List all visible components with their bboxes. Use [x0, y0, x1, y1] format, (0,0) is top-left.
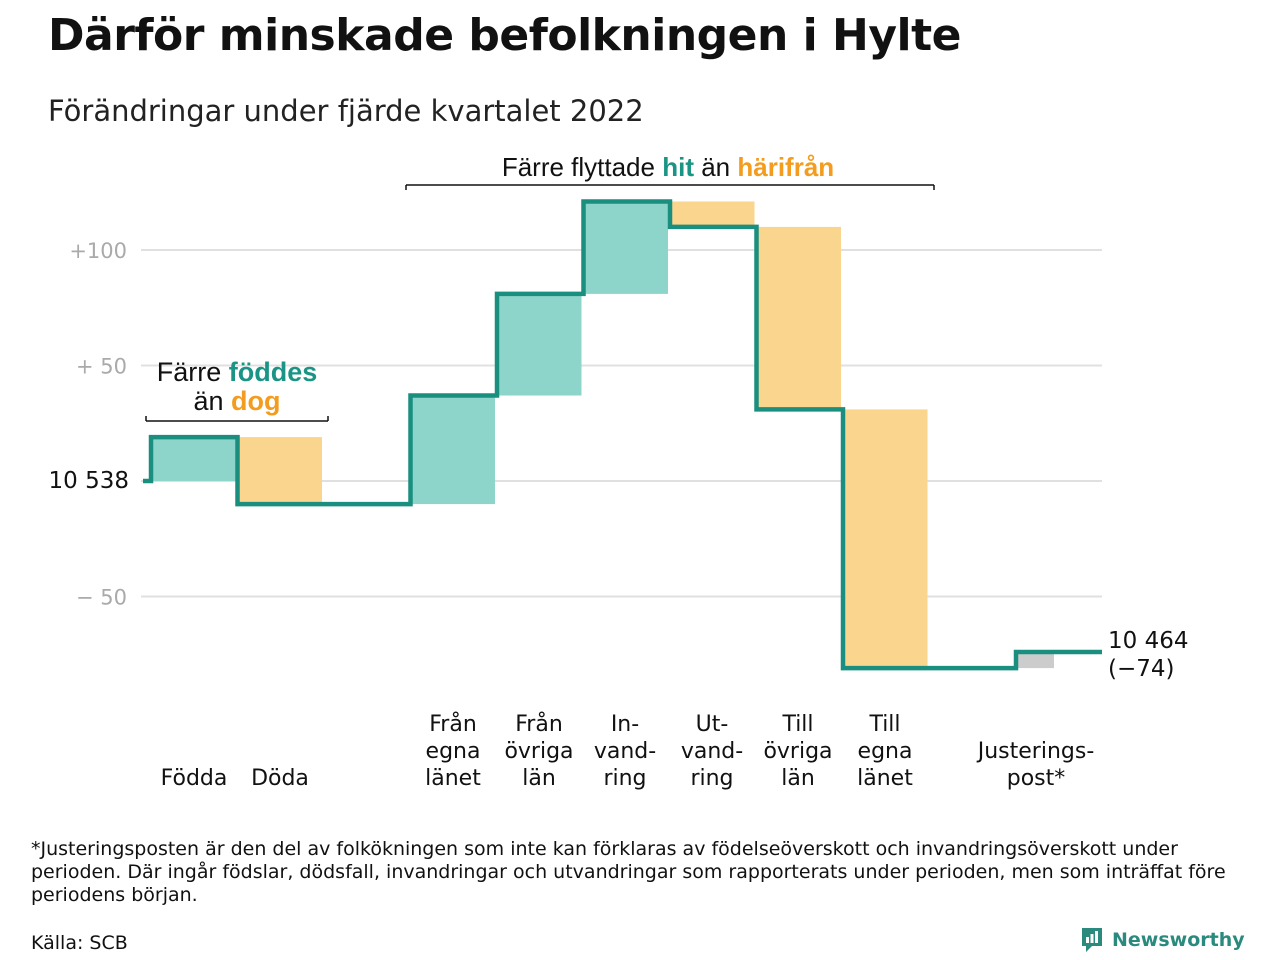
- y-tick-label: + 50: [76, 355, 127, 379]
- x-category-label: ring: [603, 766, 646, 791]
- y-tick-label: − 50: [76, 586, 127, 610]
- x-category-label: ring: [690, 766, 733, 791]
- x-category-label: egna: [858, 739, 913, 764]
- x-category-label: vand-: [594, 739, 656, 764]
- x-category-label: egna: [426, 739, 481, 764]
- annotation-part: härifrån: [737, 152, 834, 182]
- waterfall-bar: [237, 437, 322, 505]
- x-category-label: In-: [611, 712, 639, 737]
- waterfall-bar: [843, 409, 928, 669]
- annotation-part: Färre flyttade: [502, 152, 662, 182]
- brand-name: Newsworthy: [1112, 929, 1245, 951]
- annotation-text: än dog: [193, 386, 280, 416]
- waterfall-bar: [1016, 651, 1054, 669]
- chart-title: Därför minskade befolkningen i Hylte: [48, 10, 961, 61]
- brand-logo[interactable]: Newsworthy: [1080, 926, 1245, 954]
- y-tick-label: +100: [69, 239, 127, 263]
- x-category-label: Till: [868, 712, 900, 737]
- x-category-label: Ut-: [696, 712, 729, 737]
- chart-subtitle: Förändringar under fjärde kvartalet 2022: [48, 94, 644, 128]
- annotation-text: Färre flyttade hit än härifrån: [502, 152, 834, 182]
- x-category-label: länet: [425, 766, 481, 791]
- waterfall-bar: [583, 201, 668, 294]
- annotation-part: föddes: [229, 357, 318, 387]
- x-category-label: post*: [1007, 766, 1066, 791]
- waterfall-bar: [670, 201, 755, 227]
- x-category-label: vand-: [681, 739, 743, 764]
- annotation-part: Färre: [157, 357, 229, 387]
- annotation-text: Färre föddes: [157, 357, 318, 387]
- end-value-label: 10 464: [1108, 628, 1188, 654]
- waterfall-bar: [410, 395, 495, 505]
- x-category-label: länet: [857, 766, 913, 791]
- newsworthy-logo-icon: [1082, 928, 1102, 952]
- x-category-label: Döda: [251, 766, 309, 791]
- annotation-part: än: [193, 386, 231, 416]
- annotation-part: dog: [231, 386, 280, 416]
- waterfall-bar: [497, 293, 582, 396]
- x-category-label: Justerings-: [976, 739, 1095, 764]
- annotation-part: än: [694, 152, 737, 182]
- waterfall-bar: [151, 437, 236, 481]
- annotation-part: hit: [662, 152, 694, 182]
- waterfall-bar: [756, 226, 841, 410]
- footnote: *Justeringsposten är den del av folkökni…: [31, 838, 1226, 906]
- x-category-label: län: [522, 766, 556, 791]
- x-category-label: Från: [429, 711, 477, 737]
- start-value-label: 10 538: [49, 468, 129, 494]
- x-category-label: övriga: [763, 739, 832, 764]
- x-category-label: län: [781, 766, 815, 791]
- step-line: [143, 199, 1102, 671]
- x-category-label: övriga: [504, 739, 573, 764]
- x-category-label: Födda: [161, 766, 228, 791]
- end-change-label: (−74): [1108, 656, 1174, 682]
- x-category-label: Till: [781, 712, 813, 737]
- source-label: Källa: SCB: [31, 932, 128, 954]
- x-category-label: Från: [515, 711, 563, 737]
